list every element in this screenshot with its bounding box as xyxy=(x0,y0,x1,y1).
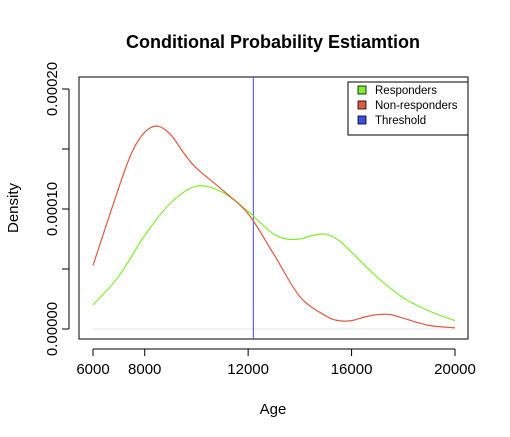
x-axis: 6000 8000 12000 16000 20000 xyxy=(76,348,476,378)
plot-area xyxy=(92,77,456,339)
y-axis-label: Density xyxy=(5,182,22,233)
legend-swatch xyxy=(357,115,367,125)
y-axis: 0.00000 0.00010 0.00020 xyxy=(44,62,70,356)
x-axis-label: Age xyxy=(260,401,287,418)
x-tick-label: 16000 xyxy=(331,361,373,378)
series-line-responders xyxy=(92,185,456,322)
x-tick-label: 8000 xyxy=(128,361,161,378)
x-tick-label: 20000 xyxy=(434,361,476,378)
legend-swatch xyxy=(357,85,367,95)
legend: Responders Non-responders Threshold xyxy=(347,81,469,136)
legend-label: Responders xyxy=(375,85,437,97)
legend-label: Non-responders xyxy=(375,100,458,112)
x-tick-label: 6000 xyxy=(76,361,109,378)
legend-box xyxy=(347,81,469,136)
series-line-non-responders xyxy=(92,125,456,329)
legend-swatch xyxy=(357,100,367,110)
y-tick-label: 0.00020 xyxy=(44,62,61,116)
legend-label: Threshold xyxy=(375,115,426,127)
chart-title: Conditional Probability Estiamtion xyxy=(126,32,420,52)
y-tick-label: 0.00000 xyxy=(44,302,61,356)
y-tick-label: 0.00010 xyxy=(44,182,61,236)
plot-frame xyxy=(78,76,469,340)
x-tick-label: 12000 xyxy=(227,361,269,378)
